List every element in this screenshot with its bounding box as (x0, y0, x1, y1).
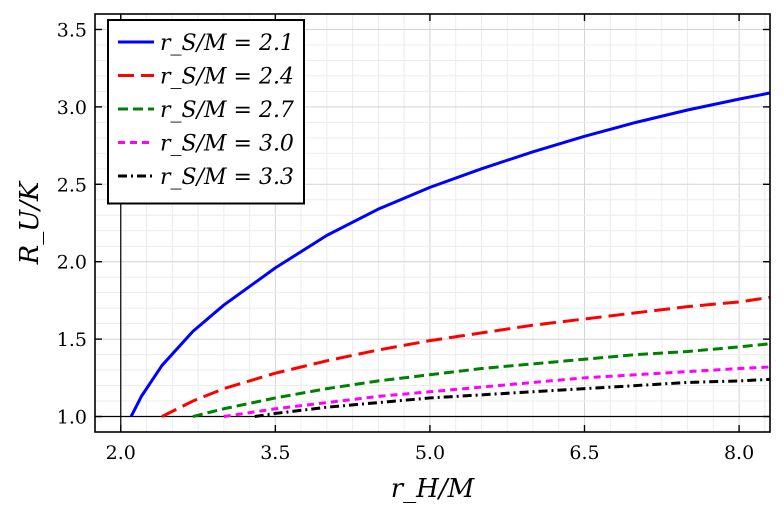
y-axis-title: R_U/K (15, 180, 45, 265)
tick-marks (95, 14, 770, 432)
legend: r_S/M = 2.1 r_S/M = 2.4 r_S/M = 2.7 r_S/M =… (107, 19, 305, 205)
series-line-1 (129, 91, 771, 418)
series-line-3 (192, 342, 771, 418)
x-tick-label: 5.0 (415, 442, 445, 464)
series-line-2 (161, 295, 771, 418)
legend-items: r_S/M = 2.1 r_S/M = 2.4 r_S/M = 2.7 r_S/M =… (118, 31, 294, 190)
legend-box (107, 19, 305, 205)
series-line-4 (223, 365, 771, 419)
x-tick-label: 2.0 (106, 442, 136, 464)
y-tick-label: 3.0 (57, 97, 87, 119)
tick-labels: 2.0 3.5 5.0 6.5 8.0 1.0 1.5 2.0 2.5 3.0 3.5 (57, 19, 754, 464)
y-tick-label: 1.0 (57, 407, 87, 429)
legend-label-2: r_S/M = 2.4 (160, 65, 294, 90)
x-tick-label: 8.0 (724, 442, 754, 464)
y-tick-label: 2.5 (57, 174, 87, 196)
series-line-5 (254, 377, 771, 419)
legend-label-3: r_S/M = 2.7 (160, 98, 294, 123)
x-axis-title: r_H/M (391, 474, 476, 504)
x-tick-label: 6.5 (569, 442, 599, 464)
legend-label-1: r_S/M = 2.1 (160, 31, 294, 56)
legend-label-5: r_S/M = 3.3 (160, 165, 294, 190)
y-tick-label: 2.0 (57, 252, 87, 274)
y-tick-label: 1.5 (57, 329, 87, 351)
y-tick-label: 3.5 (57, 19, 87, 41)
plot-frame (94, 13, 771, 433)
series-layer (129, 91, 771, 419)
x-tick-label: 3.5 (260, 442, 290, 464)
legend-label-4: r_S/M = 3.0 (160, 132, 294, 157)
